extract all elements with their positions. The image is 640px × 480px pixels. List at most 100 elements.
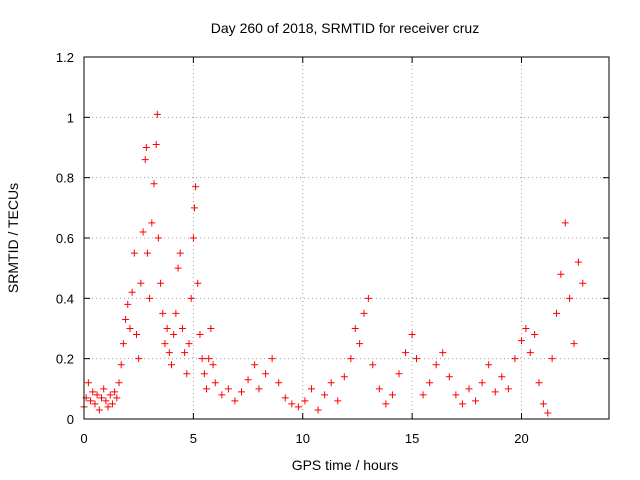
data-point: [163, 325, 171, 332]
data-point: [504, 385, 512, 393]
data-point: [522, 325, 530, 332]
data-point: [288, 400, 296, 408]
x-tick-label: 15: [405, 431, 419, 446]
data-point: [478, 379, 486, 387]
data-point: [375, 385, 383, 393]
data-point: [356, 340, 364, 348]
data-point: [111, 388, 119, 396]
data-point: [268, 355, 276, 363]
data-point: [189, 234, 197, 242]
data-point: [445, 373, 453, 381]
data-point: [485, 361, 493, 369]
y-tick-label: 0.2: [56, 352, 74, 367]
data-point: [119, 340, 127, 348]
y-tick-label: 0.4: [56, 291, 74, 306]
data-point: [84, 379, 92, 387]
y-axis-label: SRMTID / TECUs: [5, 183, 21, 293]
data-point: [262, 370, 270, 378]
data-point: [340, 373, 348, 381]
data-point: [187, 294, 195, 302]
plot-frame: [83, 56, 610, 420]
data-point: [159, 309, 167, 317]
data-point: [192, 183, 200, 191]
data-point: [168, 361, 175, 369]
data-point: [281, 394, 289, 402]
data-point: [198, 355, 206, 363]
data-point: [141, 156, 149, 164]
data-point: [211, 379, 219, 387]
data-point: [104, 403, 112, 411]
data-point: [472, 397, 480, 405]
data-point: [135, 355, 143, 363]
data-point: [439, 349, 447, 357]
data-point: [146, 294, 154, 302]
data-point: [183, 370, 191, 378]
data-point: [133, 331, 140, 339]
data-point: [91, 400, 99, 408]
data-point: [334, 397, 342, 405]
data-point: [566, 294, 574, 302]
data-point: [360, 309, 368, 317]
data-point: [413, 355, 420, 363]
data-point: [153, 110, 161, 118]
y-tick-label: 1: [67, 110, 74, 125]
data-point: [154, 234, 162, 242]
data-point: [458, 400, 466, 408]
data-point: [170, 331, 178, 339]
data-point: [402, 349, 410, 357]
data-point: [143, 249, 151, 257]
data-point: [194, 279, 202, 287]
y-tick-label: 1.2: [56, 50, 74, 65]
data-point: [95, 406, 103, 414]
data-point: [548, 355, 556, 363]
data-point: [115, 379, 123, 387]
y-tick-label: 0: [67, 412, 74, 427]
data-point: [106, 391, 114, 399]
data-point: [176, 249, 184, 257]
x-tick-label: 5: [190, 431, 197, 446]
data-point: [314, 406, 322, 414]
data-point: [498, 373, 506, 381]
data-point: [108, 400, 116, 408]
data-point: [100, 385, 108, 393]
data-point: [174, 264, 182, 272]
data-point: [98, 394, 105, 402]
x-tick-label: 10: [296, 431, 310, 446]
data-point: [491, 388, 499, 396]
data-point: [150, 180, 158, 188]
data-point: [218, 391, 226, 399]
data-point: [419, 391, 427, 399]
data-point: [102, 397, 110, 405]
data-point: [553, 309, 560, 317]
data-point: [426, 379, 434, 387]
chart-title: Day 260 of 2018, SRMTID for receiver cru…: [211, 20, 479, 36]
data-point: [130, 249, 138, 257]
data-point: [205, 355, 213, 363]
data-point: [93, 391, 101, 399]
data-point: [122, 315, 130, 323]
data-point: [570, 340, 578, 348]
data-point: [579, 279, 587, 287]
data-point: [126, 325, 134, 332]
y-tick-label: 0.6: [56, 231, 74, 246]
data-point: [231, 397, 239, 405]
data-point: [526, 349, 534, 357]
data-point: [128, 288, 136, 296]
data-point: [308, 385, 315, 393]
data-point: [321, 391, 329, 399]
data-point: [301, 397, 309, 405]
data-point: [200, 370, 208, 378]
data-point: [251, 361, 259, 369]
data-point: [137, 279, 145, 287]
data-point: [181, 349, 189, 357]
data-point: [351, 325, 359, 332]
data-point: [113, 394, 121, 402]
data-point: [209, 361, 217, 369]
data-point: [388, 391, 396, 399]
data-point: [327, 379, 335, 387]
data-point: [224, 385, 232, 393]
data-point: [165, 349, 173, 357]
data-point: [275, 379, 283, 387]
data-point: [207, 325, 215, 332]
